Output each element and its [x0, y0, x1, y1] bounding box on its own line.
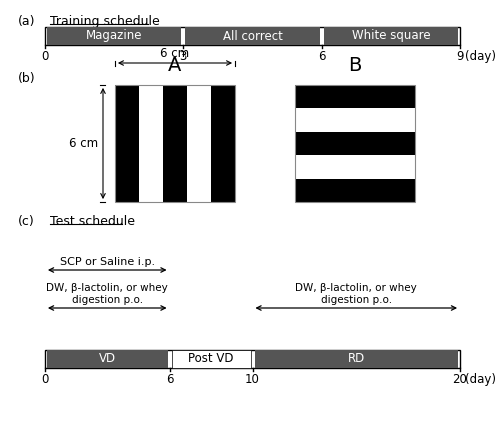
Text: RD: RD: [348, 353, 365, 366]
Text: SCP or Saline i.p.: SCP or Saline i.p.: [60, 257, 155, 267]
Bar: [45, 27, 460, 45]
Bar: [254, 350, 458, 368]
Bar: [172, 350, 250, 368]
Bar: [47, 27, 182, 45]
Bar: [295, 132, 415, 155]
Text: DW, β-lactolin, or whey
digestion p.o.: DW, β-lactolin, or whey digestion p.o.: [46, 283, 168, 305]
Bar: [295, 85, 415, 202]
Bar: [163, 85, 187, 202]
Text: (b): (b): [18, 72, 36, 85]
Text: All correct: All correct: [222, 30, 282, 43]
Bar: [186, 27, 320, 45]
Bar: [45, 350, 460, 368]
Bar: [47, 350, 168, 368]
Text: DW, β-lactolin, or whey
digestion p.o.: DW, β-lactolin, or whey digestion p.o.: [296, 283, 417, 305]
Text: 0: 0: [42, 373, 48, 386]
Text: 6: 6: [318, 50, 326, 63]
Bar: [295, 108, 415, 132]
Text: 6 cm: 6 cm: [69, 137, 98, 150]
Text: (day): (day): [465, 373, 496, 386]
Text: 10: 10: [245, 373, 260, 386]
Text: 20: 20: [452, 373, 468, 386]
Text: VD: VD: [98, 353, 116, 366]
Text: White square: White square: [352, 30, 430, 43]
Text: 6: 6: [166, 373, 173, 386]
Text: (c): (c): [18, 215, 35, 228]
Bar: [295, 155, 415, 178]
Bar: [295, 178, 415, 202]
Bar: [324, 27, 458, 45]
Bar: [115, 85, 139, 202]
Text: A: A: [168, 56, 181, 75]
Bar: [295, 85, 415, 108]
Text: 6 cm: 6 cm: [160, 47, 190, 60]
Text: Post VD: Post VD: [188, 353, 234, 366]
Bar: [211, 85, 235, 202]
Bar: [187, 85, 211, 202]
Text: 9: 9: [456, 50, 464, 63]
Text: Magazine: Magazine: [86, 30, 142, 43]
Text: (a): (a): [18, 15, 36, 28]
Text: Training schedule: Training schedule: [50, 15, 160, 28]
Text: B: B: [348, 56, 362, 75]
Text: (day): (day): [465, 50, 496, 63]
Bar: [139, 85, 163, 202]
Bar: [115, 85, 235, 202]
Text: 3: 3: [180, 50, 187, 63]
Text: 0: 0: [42, 50, 48, 63]
Text: Test schedule: Test schedule: [50, 215, 135, 228]
